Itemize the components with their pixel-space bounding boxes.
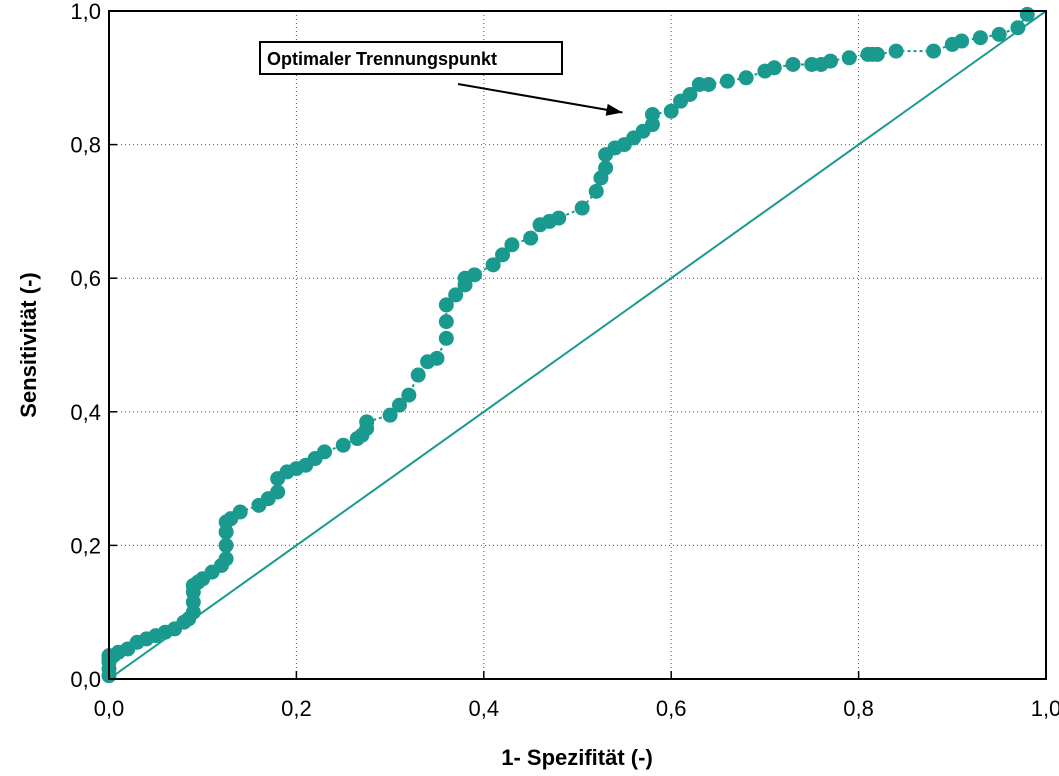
- x-tick-label: 0,4: [469, 696, 500, 721]
- data-point: [382, 407, 398, 423]
- data-point: [495, 247, 511, 263]
- data-point: [822, 53, 838, 69]
- data-point: [438, 330, 454, 346]
- data-point: [429, 350, 445, 366]
- data-point: [218, 551, 234, 567]
- data-point: [485, 257, 501, 273]
- data-point: [270, 484, 286, 500]
- reference-line-layer: [108, 10, 1047, 680]
- y-tick-label: 0,6: [70, 266, 101, 291]
- data-point: [410, 367, 426, 383]
- data-point: [1010, 20, 1026, 36]
- y-tick-label: 1,0: [70, 0, 101, 24]
- y-tick-label: 0,2: [70, 533, 101, 558]
- data-point: [317, 444, 333, 460]
- plot-frame: [108, 10, 1047, 680]
- y-axis-label: Sensitivität (-): [16, 272, 41, 417]
- y-tick-label: 0,4: [70, 400, 101, 425]
- data-point: [588, 183, 604, 199]
- y-tick-label: 0,8: [70, 133, 101, 158]
- annotation: Optimaler Trennungspunkt: [259, 41, 623, 116]
- data-point: [523, 230, 539, 246]
- data-point: [682, 87, 698, 102]
- data-point: [466, 267, 482, 283]
- data-point: [644, 107, 660, 123]
- data-point: [926, 43, 942, 59]
- data-point: [438, 297, 454, 313]
- data-point: [766, 60, 782, 76]
- data-point: [232, 504, 248, 520]
- annotation-arrow-line: [457, 83, 623, 114]
- data-point: [504, 237, 520, 253]
- data-point: [701, 76, 717, 92]
- ticks-layer: 0,0 0,2 0,4 0,6 0,8 1,0 0,0 0,2 0,4 0,6 0,8 1,0: [70, 0, 1059, 721]
- data-point: [888, 43, 904, 59]
- data-point: [551, 210, 567, 226]
- x-tick-label: 0,8: [843, 696, 874, 721]
- x-axis-label: 1- Spezifität (-): [501, 745, 653, 770]
- x-tick-label: 0,2: [281, 696, 312, 721]
- x-tick-label: 1,0: [1031, 696, 1059, 721]
- data-point: [359, 414, 375, 430]
- data-point: [401, 387, 417, 403]
- data-point: [972, 30, 988, 46]
- annotation-text: Optimaler Trennungspunkt: [267, 49, 497, 69]
- data-point: [335, 437, 351, 453]
- x-tick-label: 0,0: [94, 696, 125, 721]
- grid: [109, 11, 1046, 679]
- data-point: [738, 70, 754, 86]
- data-point: [438, 314, 454, 330]
- data-point: [598, 160, 614, 176]
- data-point: [719, 73, 735, 89]
- data-point: [663, 103, 679, 119]
- x-tick-label: 0,6: [656, 696, 687, 721]
- data-point: [869, 46, 885, 62]
- data-point: [218, 537, 234, 553]
- data-point: [574, 200, 590, 216]
- data-point: [954, 33, 970, 49]
- y-tick-label: 0,0: [70, 667, 101, 692]
- annotation-arrow-head: [605, 103, 623, 116]
- data-point: [785, 56, 801, 72]
- data-point: [448, 287, 464, 303]
- data-point: [991, 26, 1007, 42]
- reference-diagonal-line: [108, 10, 1047, 680]
- data-point: [1019, 6, 1035, 22]
- data-points-layer: [101, 6, 1035, 684]
- annotation-box: [259, 41, 563, 75]
- data-point: [841, 50, 857, 66]
- data-point: [391, 397, 407, 413]
